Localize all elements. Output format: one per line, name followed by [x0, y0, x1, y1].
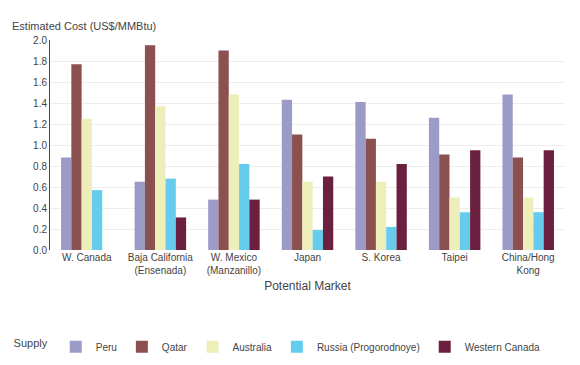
- svg-text:Japan: Japan: [294, 252, 321, 263]
- svg-text:1.2: 1.2: [33, 119, 47, 130]
- svg-text:Qatar: Qatar: [162, 342, 188, 353]
- svg-text:0.6: 0.6: [33, 182, 47, 193]
- svg-text:Australia: Australia: [233, 342, 272, 353]
- svg-text:1.0: 1.0: [33, 140, 47, 151]
- svg-text:0.0: 0.0: [33, 245, 47, 256]
- svg-text:Supply: Supply: [14, 337, 48, 349]
- svg-text:Baja California(Ensenada): Baja California(Ensenada): [128, 252, 193, 276]
- svg-text:1.4: 1.4: [33, 98, 47, 109]
- svg-text:1.6: 1.6: [33, 77, 47, 88]
- svg-text:Russia (Progorodnoye): Russia (Progorodnoye): [317, 342, 420, 353]
- svg-text:W. Canada: W. Canada: [62, 252, 112, 263]
- svg-text:0.8: 0.8: [33, 161, 47, 172]
- svg-text:1.8: 1.8: [33, 56, 47, 67]
- svg-text:China/HongKong: China/HongKong: [502, 252, 555, 276]
- svg-text:Estimated Cost (US$/MMBtu): Estimated Cost (US$/MMBtu): [12, 20, 156, 32]
- svg-text:0.4: 0.4: [33, 203, 47, 214]
- svg-text:Taipei: Taipei: [442, 252, 468, 263]
- svg-text:Potential Market: Potential Market: [264, 279, 351, 293]
- svg-text:W. Mexico(Manzanillo): W. Mexico(Manzanillo): [207, 252, 261, 276]
- svg-text:Western Canada: Western Canada: [465, 342, 540, 353]
- svg-text:0.2: 0.2: [33, 224, 47, 235]
- svg-text:Peru: Peru: [96, 342, 117, 353]
- svg-text:S. Korea: S. Korea: [362, 252, 401, 263]
- svg-text:2.0: 2.0: [33, 35, 47, 46]
